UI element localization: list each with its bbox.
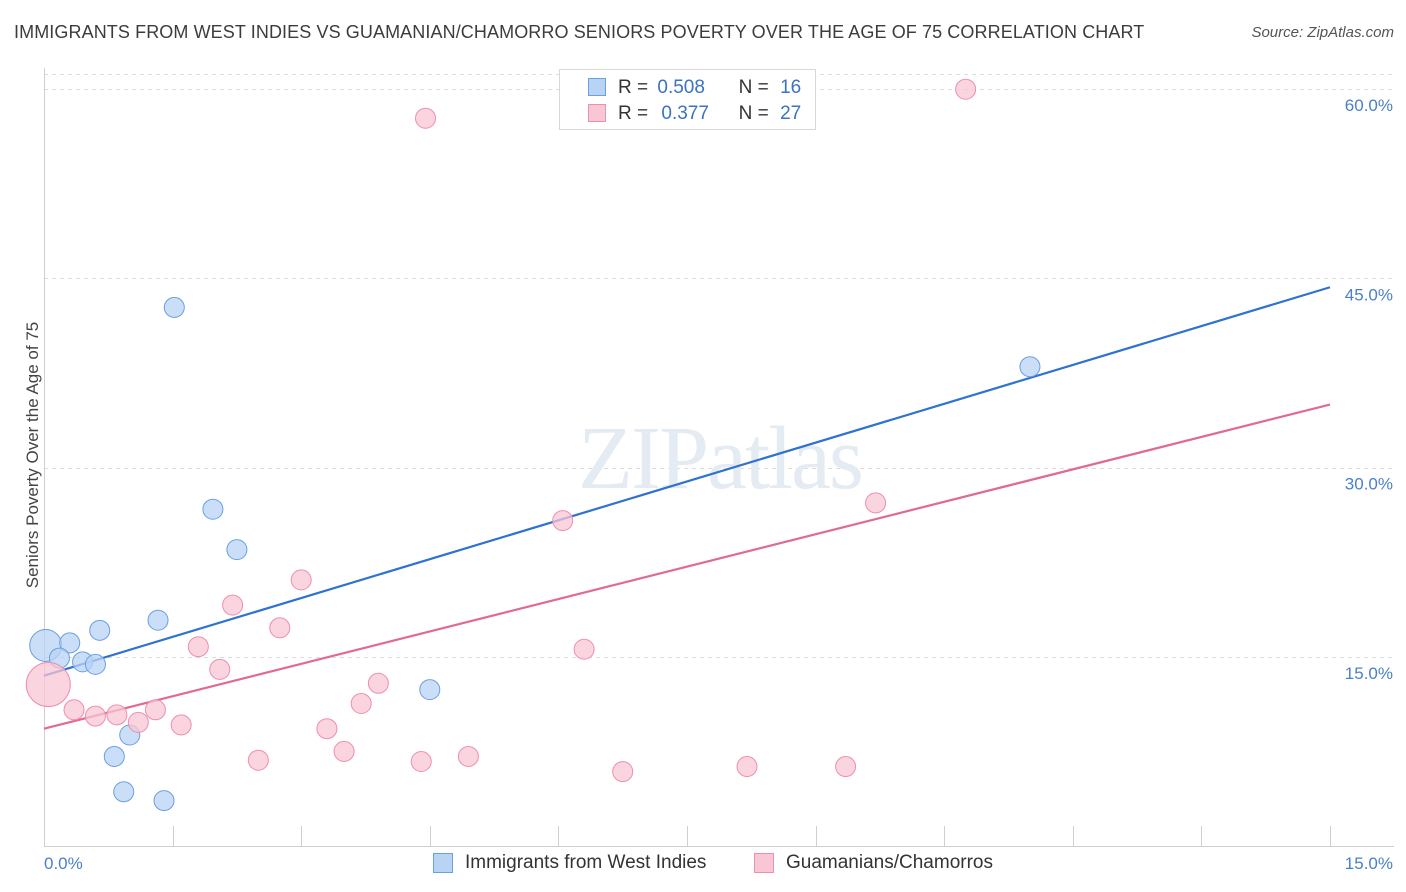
point-0-12 (103, 745, 125, 767)
point-1-10 (247, 749, 269, 771)
series-legend: Immigrants from West Indies Guamanians/C… (0, 852, 1406, 876)
point-1-26 (955, 78, 977, 100)
y-tick-label-1: 30.0% (1345, 475, 1393, 494)
point-0-8 (202, 498, 224, 520)
y-tick-label-0: 15.0% (1345, 664, 1393, 683)
point-1-11 (269, 617, 291, 639)
trend-line-1 (43, 403, 1331, 730)
point-1-2 (84, 705, 106, 727)
point-1-14 (333, 740, 355, 762)
point-0-5 (89, 619, 111, 641)
point-1-16 (367, 672, 389, 694)
trend-line-0 (43, 286, 1331, 677)
x-tick-label-min: 0.0% (44, 854, 83, 873)
point-1-17 (410, 750, 432, 772)
point-1-24 (835, 756, 857, 778)
point-1-15 (350, 692, 372, 714)
point-1-4 (127, 711, 149, 733)
point-1-0 (25, 662, 71, 708)
legend-box-west-indies (433, 853, 453, 873)
point-1-6 (170, 714, 192, 736)
stats-legend: R = 0.508 N = 16 R = 0.377 N = 27 (559, 69, 816, 130)
point-0-7 (163, 296, 185, 318)
legend-n-west-indies: 16 (780, 77, 802, 98)
point-1-13 (316, 718, 338, 740)
point-0-14 (113, 781, 135, 803)
legend-label-west-indies: Immigrants from West Indies (465, 852, 707, 873)
y-tick-label-3: 60.0% (1345, 96, 1393, 115)
point-1-1 (63, 699, 85, 721)
axes (44, 68, 1394, 847)
point-1-18 (457, 745, 479, 767)
point-1-12 (290, 569, 312, 591)
point-0-11 (1019, 356, 1041, 378)
point-0-15 (153, 790, 175, 812)
point-0-10 (419, 679, 441, 701)
point-1-9 (222, 594, 244, 616)
trend-lines (43, 286, 1331, 730)
grid-lines (44, 74, 1394, 658)
x-tick-label-max: 15.0% (1345, 854, 1393, 873)
point-1-7 (187, 636, 209, 658)
point-0-6 (147, 609, 169, 631)
y-tick-labels: 15.0% 30.0% 45.0% 60.0% (1345, 96, 1393, 683)
data-points (25, 78, 1041, 812)
legend-text-west-indies: R = 0.508 N = 16 (618, 77, 802, 98)
legend-swatch-guamanians (588, 104, 606, 122)
point-1-23 (736, 756, 758, 778)
point-1-8 (209, 658, 231, 680)
point-1-19 (415, 107, 437, 129)
watermark: ZIPatlas (578, 409, 862, 508)
legend-box-guamanians (754, 853, 774, 873)
point-0-1 (59, 632, 81, 654)
legend-n-guamanians: 27 (780, 103, 802, 124)
point-1-22 (612, 761, 634, 783)
legend-r-west-indies: 0.508 (657, 77, 705, 98)
point-1-25 (865, 492, 887, 514)
chart-title: IMMIGRANTS FROM WEST INDIES VS GUAMANIAN… (14, 22, 1145, 42)
point-1-21 (573, 638, 595, 660)
point-1-5 (144, 699, 166, 721)
source-label: Source: ZipAtlas.com (1251, 24, 1394, 41)
legend-text-guamanians: R = 0.377 N = 27 (618, 103, 802, 124)
legend-r-guamanians: 0.377 (661, 103, 709, 124)
legend-label-guamanians: Guamanians/Chamorros (786, 852, 993, 873)
point-0-4 (84, 653, 106, 675)
y-tick-label-2: 45.0% (1345, 285, 1393, 304)
point-1-3 (106, 704, 128, 726)
point-1-20 (552, 510, 574, 532)
point-0-9 (226, 539, 248, 561)
legend-swatch-west-indies (588, 78, 606, 96)
